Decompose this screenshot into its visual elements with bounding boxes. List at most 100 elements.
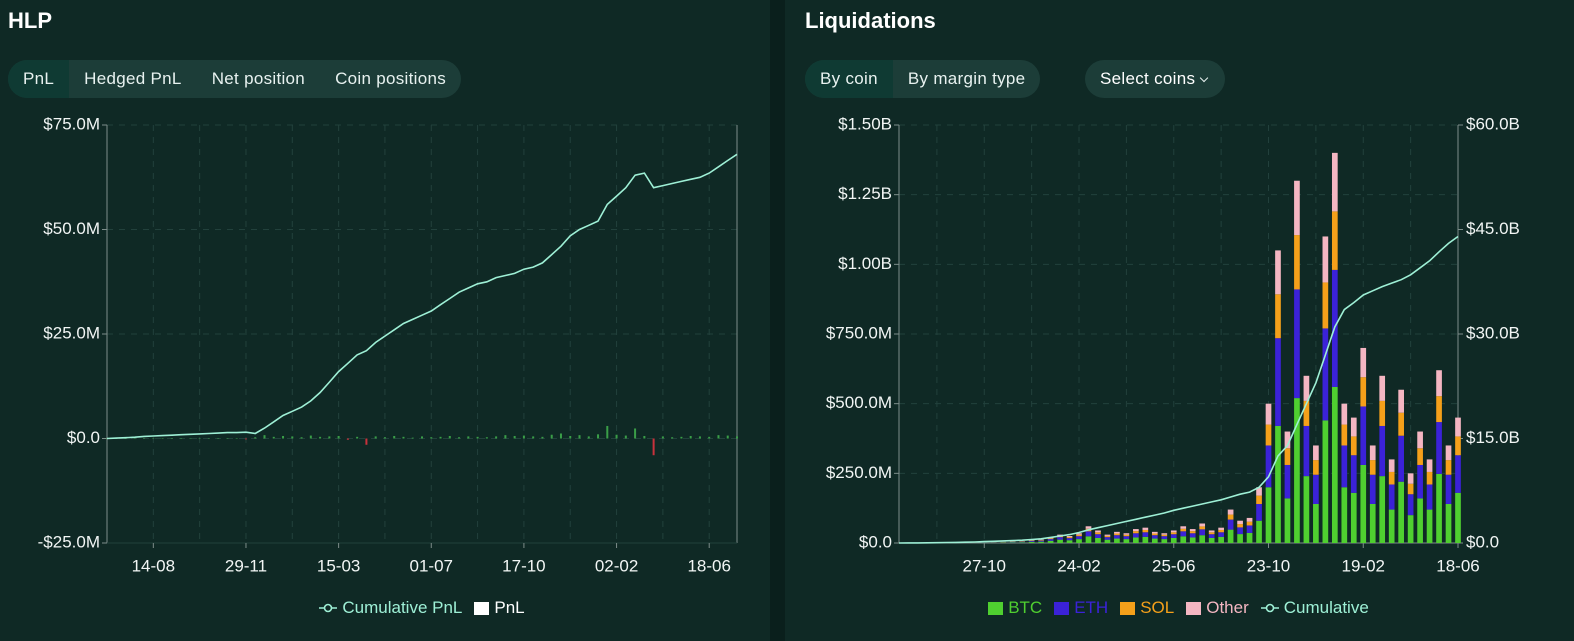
bar-segment — [1246, 521, 1253, 526]
bar — [383, 437, 386, 439]
legend-line-icon — [319, 603, 338, 613]
bar — [170, 438, 173, 439]
bar-segment — [1294, 235, 1300, 290]
bar-segment — [1455, 436, 1461, 456]
bar — [652, 438, 655, 456]
legend-line-icon — [1260, 603, 1279, 613]
bar-segment — [1275, 425, 1281, 543]
bar-segment — [1142, 536, 1149, 543]
legend-item[interactable]: PnL — [474, 598, 525, 618]
bar — [439, 436, 442, 439]
tab[interactable]: By coin — [805, 60, 893, 98]
bar-segment — [1303, 375, 1310, 401]
bar — [643, 435, 646, 439]
bar-segment — [1208, 537, 1215, 543]
bar-segment — [1180, 531, 1187, 537]
bar — [282, 435, 285, 439]
y-tick-label: $25.0M — [43, 323, 100, 342]
bar — [263, 435, 266, 439]
bar — [671, 437, 674, 439]
tab[interactable]: Net position — [211, 69, 306, 88]
bar-segment — [1142, 532, 1149, 537]
bar — [133, 438, 136, 439]
bar-segment — [1256, 495, 1262, 504]
bar — [559, 433, 562, 439]
legend-item[interactable]: SOL — [1120, 598, 1174, 618]
y2-tick-label: $30.0B — [1466, 323, 1520, 342]
bar-segment — [1114, 533, 1120, 536]
bar-segment — [1227, 514, 1234, 520]
bar — [513, 435, 516, 439]
legend: Cumulative PnL PnL — [107, 596, 737, 620]
bar-segment — [1294, 398, 1300, 543]
bar — [106, 438, 108, 439]
bar-segment — [1313, 445, 1319, 461]
bar — [504, 435, 507, 439]
bar-segment — [1445, 445, 1452, 461]
bar-segment — [1275, 338, 1281, 426]
bar-segment — [1246, 517, 1253, 522]
bar-segment — [1208, 532, 1215, 535]
bar-segment — [1085, 531, 1092, 537]
tab[interactable]: Hedged PnL — [84, 69, 182, 88]
legend-item[interactable]: ETH — [1054, 598, 1108, 618]
bar — [309, 435, 312, 439]
bar-segment — [1284, 464, 1291, 499]
bar — [356, 436, 359, 439]
x-tick-label: 18-06 — [1436, 556, 1479, 575]
legend-item[interactable]: Other — [1186, 598, 1249, 618]
bar-segment — [1417, 448, 1423, 465]
x-tick-label: 29-11 — [225, 556, 267, 575]
tab[interactable]: Coin positions — [335, 69, 447, 88]
bar — [402, 436, 405, 439]
bar — [374, 436, 377, 439]
bar — [291, 436, 294, 439]
legend-item[interactable]: BTC — [988, 598, 1042, 618]
bar-segment — [1104, 539, 1111, 543]
tab[interactable]: By margin type — [907, 69, 1026, 88]
bar-segment — [1019, 541, 1026, 543]
bar-segment — [1417, 431, 1423, 449]
bar-segment — [1331, 152, 1338, 212]
bar-segment — [1445, 474, 1452, 504]
bar — [300, 437, 303, 439]
bar-segment — [1237, 520, 1243, 525]
bar — [207, 438, 210, 439]
bar-segment — [1398, 389, 1404, 413]
bar — [458, 437, 461, 439]
bar-segment — [1369, 503, 1376, 543]
legend-item[interactable]: Cumulative — [1260, 598, 1369, 618]
bar-segment — [1047, 539, 1054, 541]
tab[interactable]: PnL — [8, 60, 70, 98]
select-coins-dropdown[interactable]: Select coins — [1085, 60, 1226, 98]
bar-segment — [1284, 431, 1291, 449]
bar — [726, 435, 729, 439]
bar-segment — [1218, 532, 1224, 537]
legend-swatch — [988, 601, 1004, 615]
legend: BTC ETH SOL Other Cumulative — [899, 596, 1458, 620]
bar-segment — [1151, 535, 1158, 539]
bar — [680, 436, 683, 439]
bar — [532, 436, 535, 439]
bar-segment — [1407, 515, 1414, 543]
y-tick-label: $1.25B — [838, 184, 892, 203]
bar-segment — [1369, 474, 1376, 504]
legend-item[interactable]: Cumulative PnL — [319, 598, 462, 618]
bar-segment — [1057, 539, 1063, 543]
bar-segment — [1199, 535, 1206, 543]
bar-segment — [1360, 406, 1367, 465]
bar-segment — [1199, 529, 1206, 536]
legend-swatch — [1186, 601, 1202, 615]
bar-segment — [1038, 540, 1044, 542]
bar-segment — [1360, 377, 1367, 407]
bar-segment — [1161, 534, 1168, 537]
bar-segment — [1114, 535, 1120, 539]
y2-tick-label: $60.0B — [1466, 114, 1520, 133]
tab-group: By coin By margin type — [805, 60, 1041, 98]
bar-segment — [1350, 436, 1357, 456]
bar-segment — [1379, 425, 1386, 477]
legend-label: Other — [1206, 598, 1249, 617]
bar-segment — [1133, 537, 1139, 543]
bar-segment — [1322, 420, 1329, 543]
bar-segment — [1189, 537, 1196, 543]
